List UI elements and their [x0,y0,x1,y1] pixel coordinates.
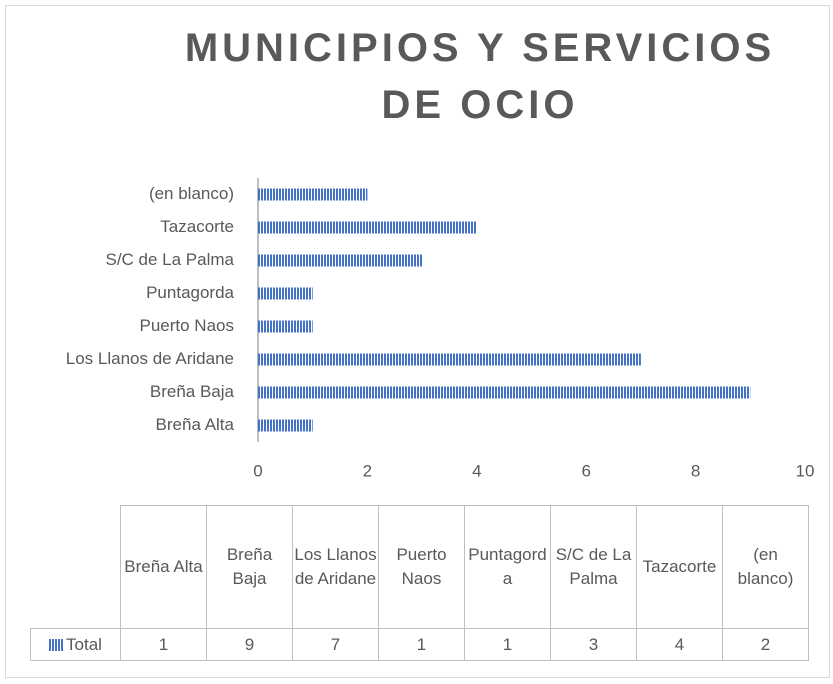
table-value: 1 [464,628,551,661]
x-tick-label: 2 [363,461,372,480]
table-category: Puntagorda [464,505,551,629]
table-value: 7 [292,628,379,661]
table-header-row: Breña Alta Breña Baja Los Llanos de Aridan… [30,505,809,629]
legend-key [49,638,64,651]
table-category: Breña Baja [206,505,293,629]
bar [258,221,477,234]
bar [258,188,368,201]
table-category: Puerto Naos [378,505,465,629]
table-value: 2 [722,628,809,661]
bar [258,254,423,267]
table-value: 3 [550,628,637,661]
bar [258,419,313,432]
y-tick-label: Tazacorte [160,217,234,236]
y-tick-label: Puerto Naos [140,316,235,335]
table-corner [30,505,121,629]
x-tick-label: 8 [691,461,700,480]
x-tick-label: 10 [796,461,815,480]
legend-label: Total [66,634,102,654]
bar [258,386,751,399]
y-tick-label: Puntagorda [146,283,234,302]
table-value: 9 [206,628,293,661]
data-table: Breña Alta Breña Baja Los Llanos de Aridan… [30,505,809,661]
y-tick-label: Breña Alta [156,415,235,434]
table-value: 1 [378,628,465,661]
y-tick-label: S/C de La Palma [105,250,234,269]
x-tick-label: 6 [581,461,590,480]
y-tick-label: Los Llanos de Aridane [66,349,234,368]
table-category: Los Llanos de Aridane [292,505,379,629]
bar [258,320,313,333]
y-tick-label: (en blanco) [149,184,234,203]
table-value: 1 [120,628,207,661]
x-tick-label: 4 [472,461,481,480]
bar [258,353,641,366]
chart-title: MUNICIPIOS Y SERVICIOS DE OCIO [184,26,776,127]
chart-frame [5,5,830,678]
legend-entry: Total [30,628,121,661]
table-category: Tazacorte [636,505,723,629]
bar [258,287,313,300]
y-tick-label: Breña Baja [150,382,235,401]
table-value-row: Total 1 9 7 1 1 3 4 2 [30,628,809,661]
table-value: 4 [636,628,723,661]
table-category: (en blanco) [722,505,809,629]
table-category: S/C de La Palma [550,505,637,629]
table-category: Breña Alta [120,505,207,629]
x-tick-label: 0 [253,461,262,480]
